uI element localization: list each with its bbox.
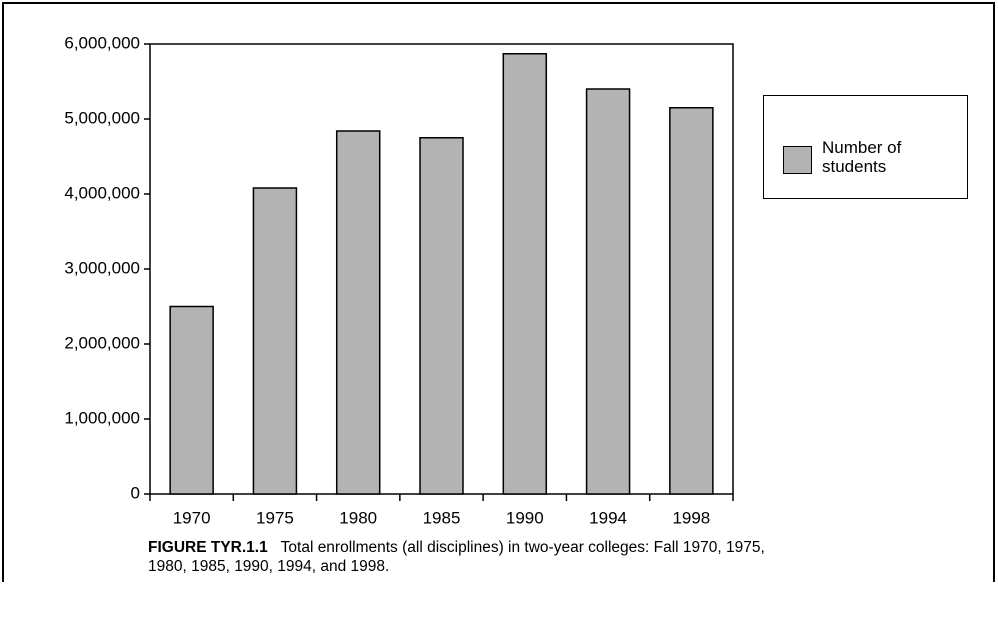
- bar: [419, 137, 464, 495]
- y-tick-label: 4,000,000: [64, 183, 140, 202]
- x-tick-label: 1970: [173, 508, 211, 527]
- frame: [2, 2, 995, 582]
- x-tick-label: 1980: [339, 508, 377, 527]
- legend-swatch: [783, 146, 812, 174]
- x-tick-label: 1985: [423, 508, 461, 527]
- y-tick-label: 3,000,000: [64, 258, 140, 277]
- y-tick-label: 2,000,000: [64, 333, 140, 352]
- caption-line: FIGURE TYR.1.1 Total enrollments (all di…: [148, 538, 765, 557]
- legend: Number of students: [763, 95, 968, 199]
- legend-label: Number of students: [822, 138, 902, 176]
- caption-text: Total enrollments (all disciplines) in t…: [280, 539, 765, 556]
- y-tick-label: 0: [131, 483, 140, 502]
- y-tick-label: 1,000,000: [64, 408, 140, 427]
- x-tick-label: 1975: [256, 508, 294, 527]
- x-tick-label: 1998: [672, 508, 710, 527]
- y-tick-label: 5,000,000: [64, 108, 140, 127]
- bar: [585, 88, 631, 495]
- bar: [169, 305, 214, 495]
- bar: [502, 53, 548, 495]
- y-tick-label: 6,000,000: [64, 33, 140, 52]
- x-tick-label: 1990: [506, 508, 544, 527]
- caption-label: FIGURE TYR.1.1: [148, 539, 268, 556]
- bar: [335, 130, 381, 495]
- x-tick-label: 1994: [589, 508, 627, 527]
- bar: [669, 107, 714, 495]
- bar: [252, 187, 298, 495]
- caption-line: 1980, 1985, 1990, 1994, and 1998.: [148, 558, 390, 575]
- caption: FIGURE TYR.1.1 Total enrollments (all di…: [148, 538, 765, 576]
